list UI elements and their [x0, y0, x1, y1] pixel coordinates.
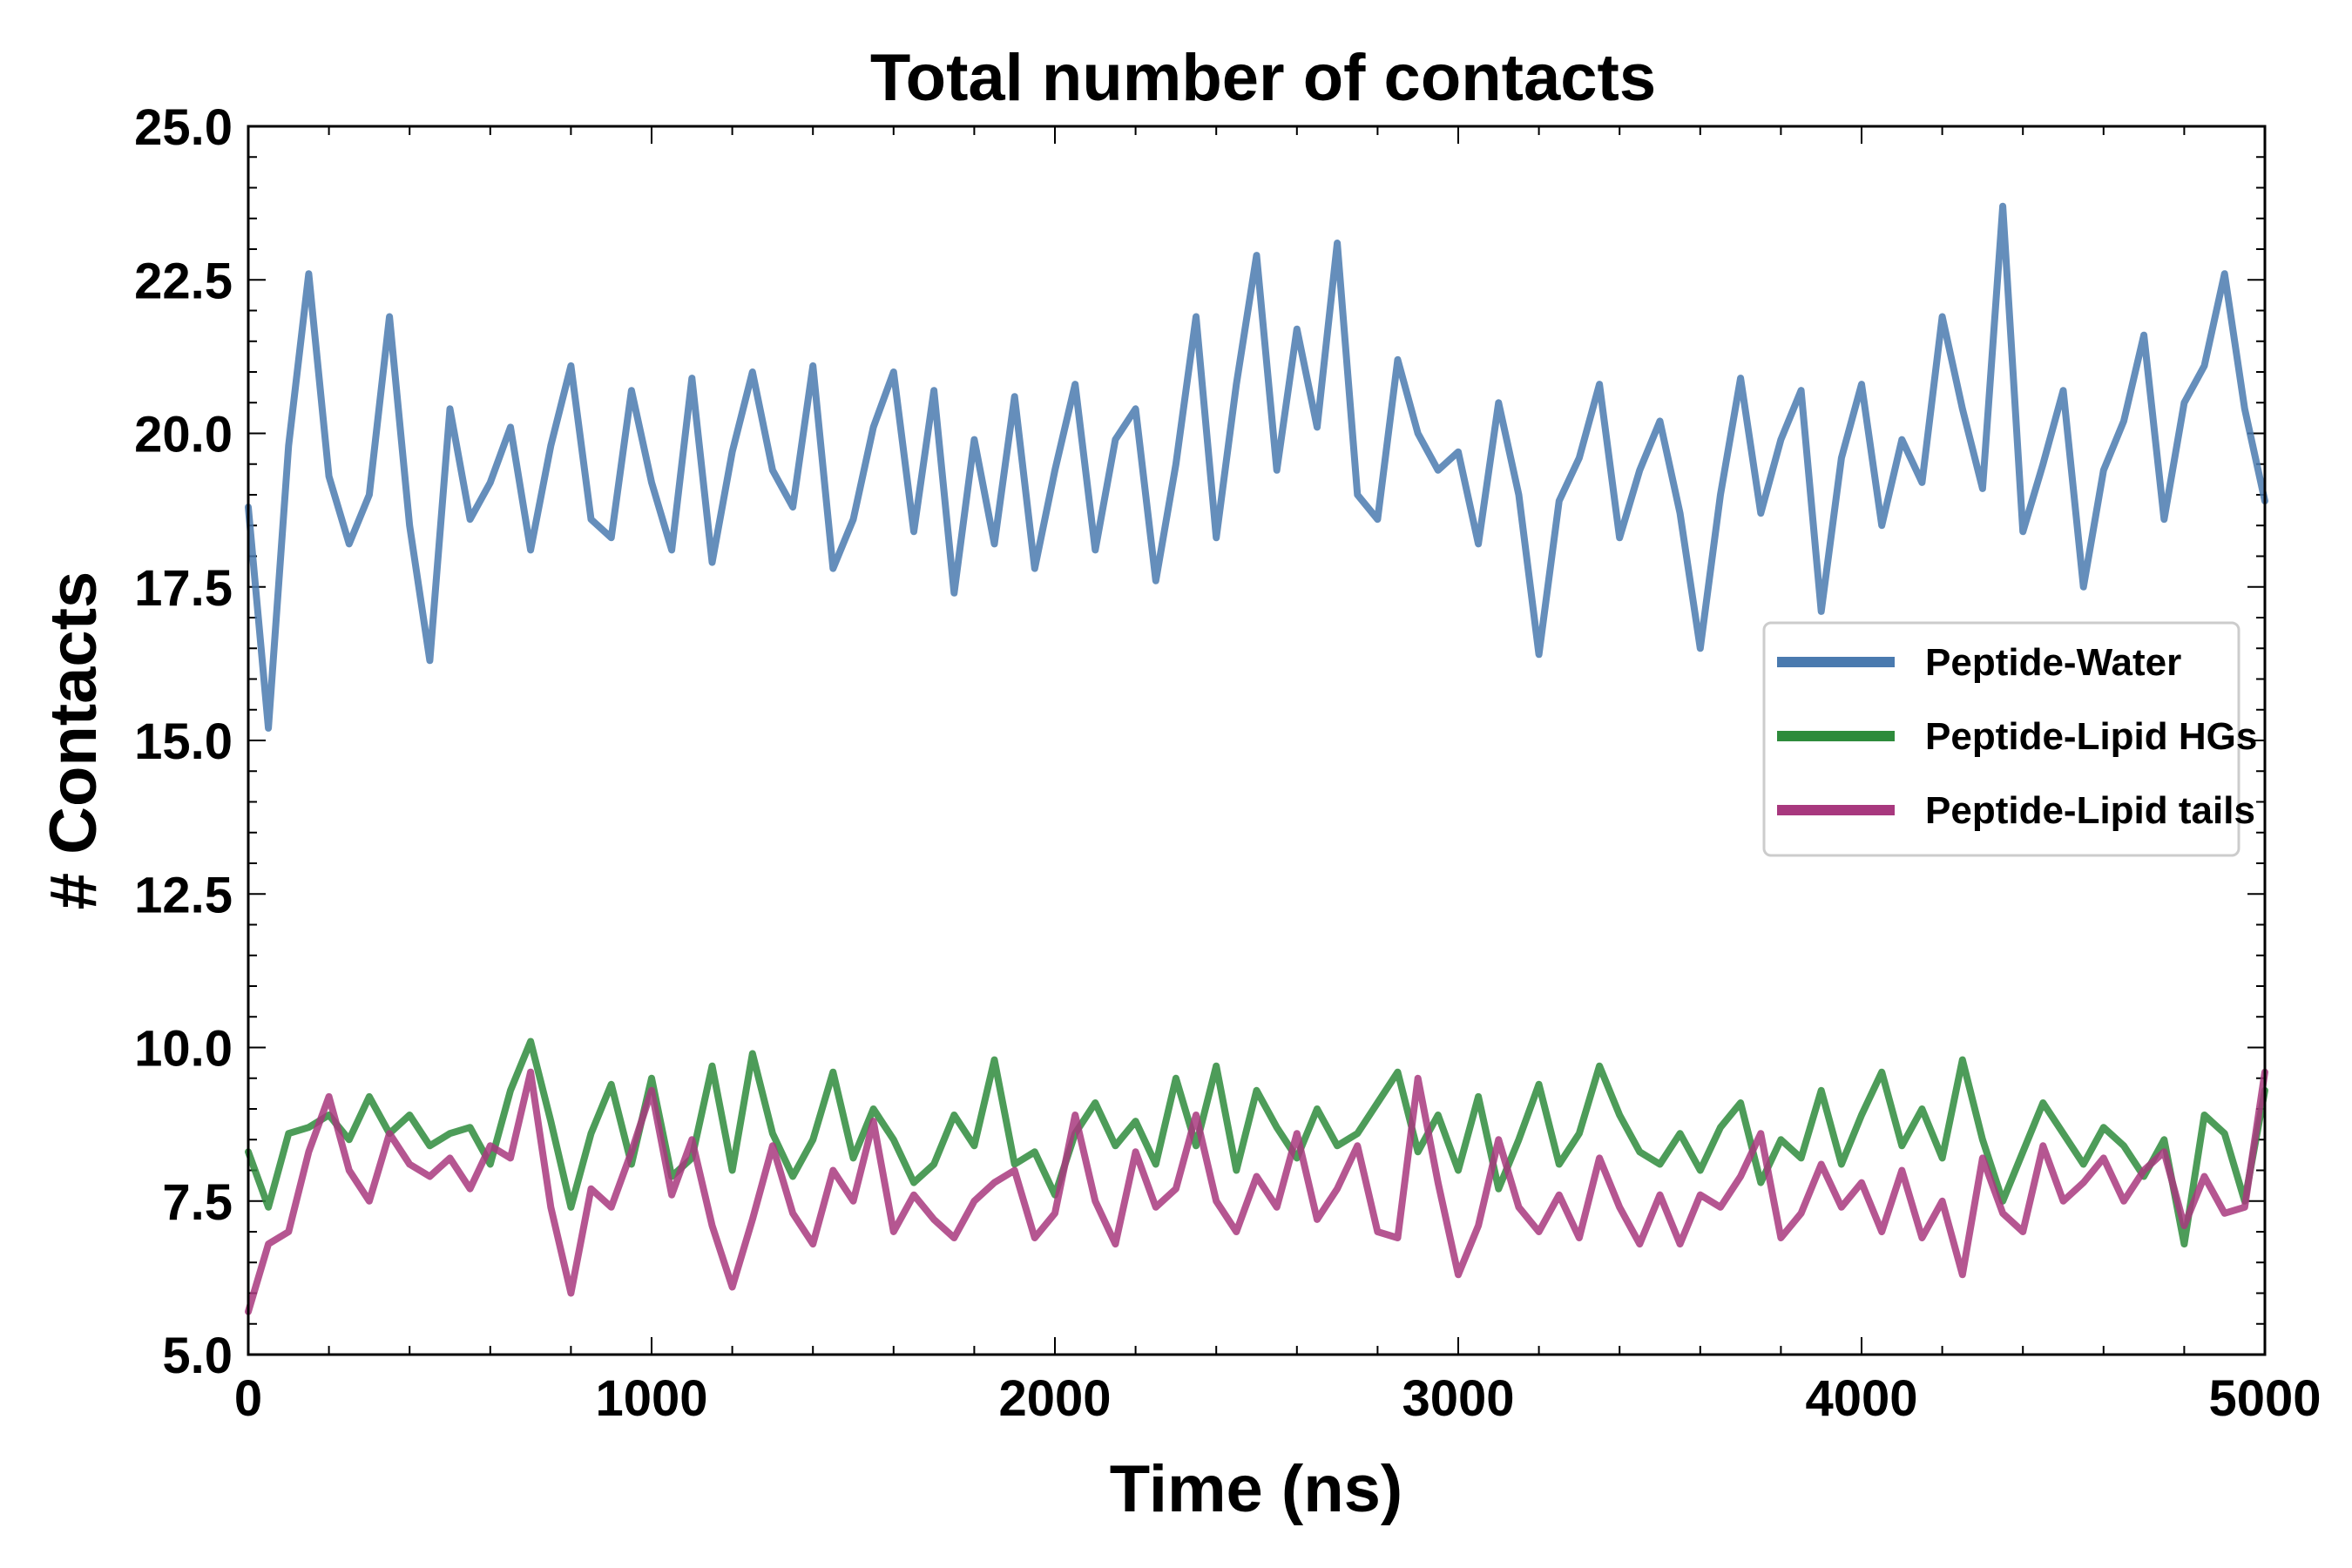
series-line-peptide-lipid-hgs	[245, 1037, 2268, 1248]
legend-label-water: Peptide-Water	[1925, 641, 2181, 684]
x-tick-label: 0	[234, 1370, 262, 1427]
series-line-peptide-lipid-tails	[245, 1068, 2268, 1315]
y-tick-label: 5.0	[162, 1328, 233, 1384]
legend-box	[1762, 621, 2240, 857]
x-tick-label: 1000	[595, 1370, 707, 1427]
plot-frame	[247, 125, 2267, 1356]
series-layer	[245, 202, 2268, 1315]
y-tick-label: 25.0	[134, 99, 233, 156]
y-tick-label: 15.0	[134, 713, 233, 770]
y-tick-label: 7.5	[162, 1174, 233, 1231]
y-tick-label: 20.0	[134, 407, 233, 463]
y-tick-label: 10.0	[134, 1021, 233, 1078]
x-axis-label: Time (ns)	[1110, 1452, 1402, 1526]
series-line-peptide-water	[245, 202, 2268, 732]
x-tick-label: 4000	[1805, 1370, 1917, 1427]
y-tick-label: 12.5	[134, 867, 233, 923]
legend-label-hgs: Peptide-Lipid HGs	[1925, 715, 2257, 758]
x-tick-label: 2000	[998, 1370, 1111, 1427]
y-tick-label: 22.5	[134, 253, 233, 309]
plot-axes: 0 1000 2000 3000 4000 5000 5.0 7.5 10.0 12.5 15.0 1…	[134, 99, 2321, 1427]
legend: Peptide-Water Peptide-Lipid HGs Peptide-…	[1762, 621, 2257, 857]
y-axis-label: # Contacts	[37, 571, 111, 910]
x-tick-label: 3000	[1402, 1370, 1514, 1427]
chart-title: Total number of contacts	[870, 41, 1656, 115]
y-tick-label: 17.5	[134, 560, 233, 617]
x-tick-label: 5000	[2208, 1370, 2321, 1427]
legend-label-tails: Peptide-Lipid tails	[1925, 789, 2255, 832]
